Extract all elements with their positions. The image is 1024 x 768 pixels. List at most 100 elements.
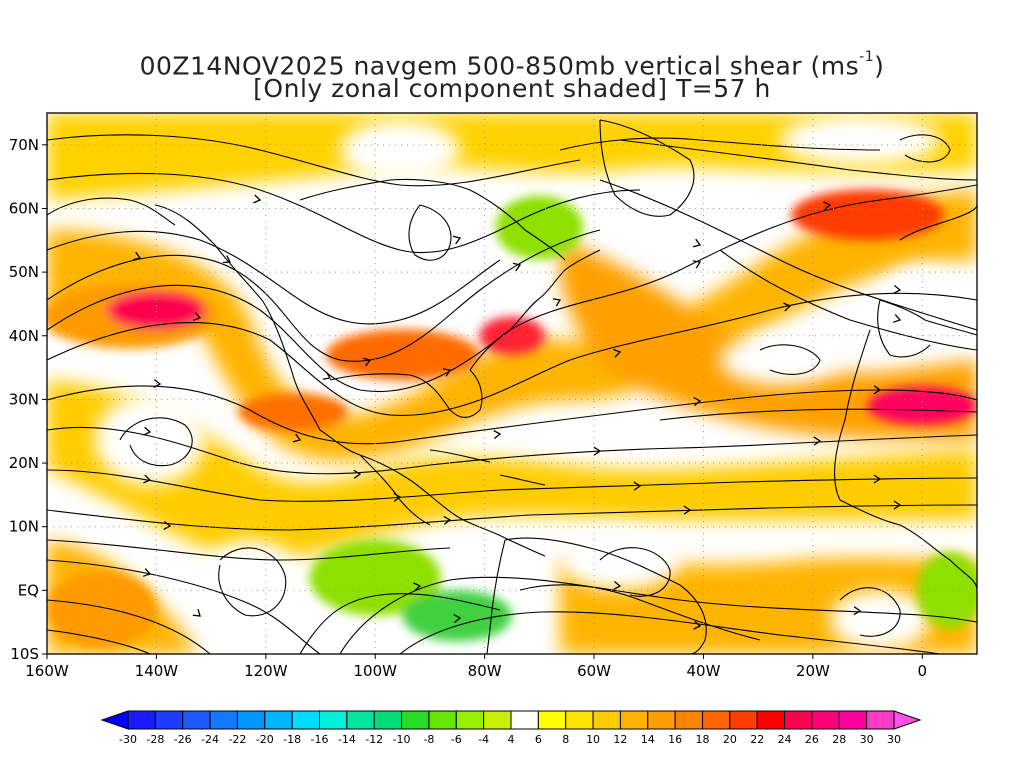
y-tick-label: 60N xyxy=(9,199,39,217)
coast-alaska xyxy=(47,197,176,226)
colorbar-label: 8 xyxy=(562,733,569,746)
y-tick-label: 20N xyxy=(9,454,39,472)
streamline-arrow-22 xyxy=(143,474,152,484)
colorbar-label: 20 xyxy=(723,733,737,746)
streamline-arrow-1 xyxy=(222,255,232,264)
coast-hudson-bay xyxy=(408,204,452,261)
x-tick-label: 40W xyxy=(687,662,721,680)
streamline-arrow-40 xyxy=(892,314,902,323)
colorbar-swatch-7 xyxy=(319,710,348,730)
streamline-arrow-39 xyxy=(692,238,702,248)
streamline-3 xyxy=(47,385,977,445)
y-tick-label: 70N xyxy=(9,136,39,154)
chart-title-line1: 00Z14NOV2025 navgem 500-850mb vertical s… xyxy=(0,48,1024,79)
streamline-12 xyxy=(47,230,501,325)
colorbar-swatch-12 xyxy=(455,710,485,730)
low-region-5 xyxy=(720,335,840,385)
colorbar-label: -4 xyxy=(478,733,489,746)
colorbar-max-label: 30 xyxy=(887,733,901,746)
colorbar-swatch-9 xyxy=(373,710,403,730)
streamline-arrow-9 xyxy=(442,368,452,377)
shading-band-subtropical xyxy=(47,380,977,560)
y-tick-label: 10S xyxy=(10,645,39,663)
x-tick-label: 80W xyxy=(468,662,502,680)
shear-blob-3 xyxy=(479,316,545,355)
shear-blob-7 xyxy=(309,539,441,616)
streamline-17 xyxy=(719,249,977,351)
colorbar-swatch-17 xyxy=(592,710,621,730)
streamline-24 xyxy=(47,539,451,561)
streamline-arrow-15 xyxy=(493,429,502,440)
coast-central-america xyxy=(359,454,431,526)
colorbar-label: 30 xyxy=(860,733,874,746)
map-plot-area xyxy=(47,113,977,654)
y-tick-label: 10N xyxy=(9,518,39,536)
streamline-arrow-11 xyxy=(783,302,792,312)
streamline-21 xyxy=(839,587,901,637)
streamline-arrow-30 xyxy=(142,568,152,577)
colorbar-swatch-20 xyxy=(674,710,704,730)
colorbar-label: 26 xyxy=(805,733,819,746)
streamline-15 xyxy=(599,179,977,331)
streamline-9 xyxy=(47,629,151,654)
shear-blob-11 xyxy=(47,571,157,648)
low-region-1 xyxy=(95,395,205,485)
colorbar-label: 14 xyxy=(641,733,655,746)
colorbar-label: -22 xyxy=(228,733,246,746)
colorbar-label: 16 xyxy=(668,733,682,746)
colorbar-label: 18 xyxy=(696,733,710,746)
low-region-2 xyxy=(200,540,300,620)
colorbar-label: -26 xyxy=(174,733,192,746)
streamline-arrow-0 xyxy=(132,251,142,261)
streamline-arrow-18 xyxy=(143,426,152,436)
colorbar-swatch-1 xyxy=(154,710,184,730)
coast-europe xyxy=(879,204,977,336)
y-tick-label: 30N xyxy=(9,390,39,408)
streamline-2 xyxy=(47,292,977,416)
streamline-arrow-19 xyxy=(353,469,362,479)
streamline-arrow-25 xyxy=(873,474,882,484)
streamline-arrow-13 xyxy=(153,378,162,389)
colorbar-swatch-22 xyxy=(729,710,758,730)
streamline-arrow-29 xyxy=(893,500,902,510)
colorbar-swatch-25 xyxy=(811,710,840,730)
streamline-arrow-21 xyxy=(813,436,822,446)
streamline-23 xyxy=(899,134,951,163)
shear-maxima xyxy=(47,189,977,648)
colorbar-swatch-15 xyxy=(537,710,567,730)
streamline-arrow-26 xyxy=(163,520,172,531)
streamline-7 xyxy=(47,559,321,654)
streamline-arrow-12 xyxy=(893,284,902,295)
streamline-arrow-3 xyxy=(512,262,522,272)
coast-iberia xyxy=(877,299,931,358)
streamline-arrow-24 xyxy=(633,481,642,491)
streamline-arrow-17 xyxy=(873,385,882,395)
shading-band-north-pacific xyxy=(47,190,977,461)
streamline-18 xyxy=(119,417,193,467)
colorbar-label: 24 xyxy=(778,733,792,746)
streamline-arrow-5 xyxy=(692,260,702,269)
colorbar-swatch-5 xyxy=(264,710,293,730)
streamline-arrow-38 xyxy=(452,235,462,245)
colorbar-swatch-13 xyxy=(483,710,512,730)
x-tick-label: 60W xyxy=(577,662,611,680)
streamline-26 xyxy=(299,593,501,654)
shear-low-regions xyxy=(95,115,960,650)
streamline-16 xyxy=(619,139,977,181)
colorbar-label: 22 xyxy=(750,733,764,746)
shading-band-arctic xyxy=(47,113,977,200)
coast-caribbean xyxy=(429,449,546,486)
streamline-arrow-23 xyxy=(393,492,402,502)
colorbar-label: -10 xyxy=(393,733,411,746)
colorbar-label: 12 xyxy=(613,733,627,746)
x-tick-label: 0 xyxy=(918,662,928,680)
low-region-8 xyxy=(780,115,940,165)
colorbar-swatch-0 xyxy=(127,710,156,730)
colorbar-label: 28 xyxy=(832,733,846,746)
colorbar-swatch-3 xyxy=(209,710,238,730)
colorbar-swatch-24 xyxy=(784,710,813,730)
streamline-19 xyxy=(218,547,287,617)
wind-streamlines xyxy=(47,134,977,654)
streamline-4 xyxy=(47,426,977,475)
